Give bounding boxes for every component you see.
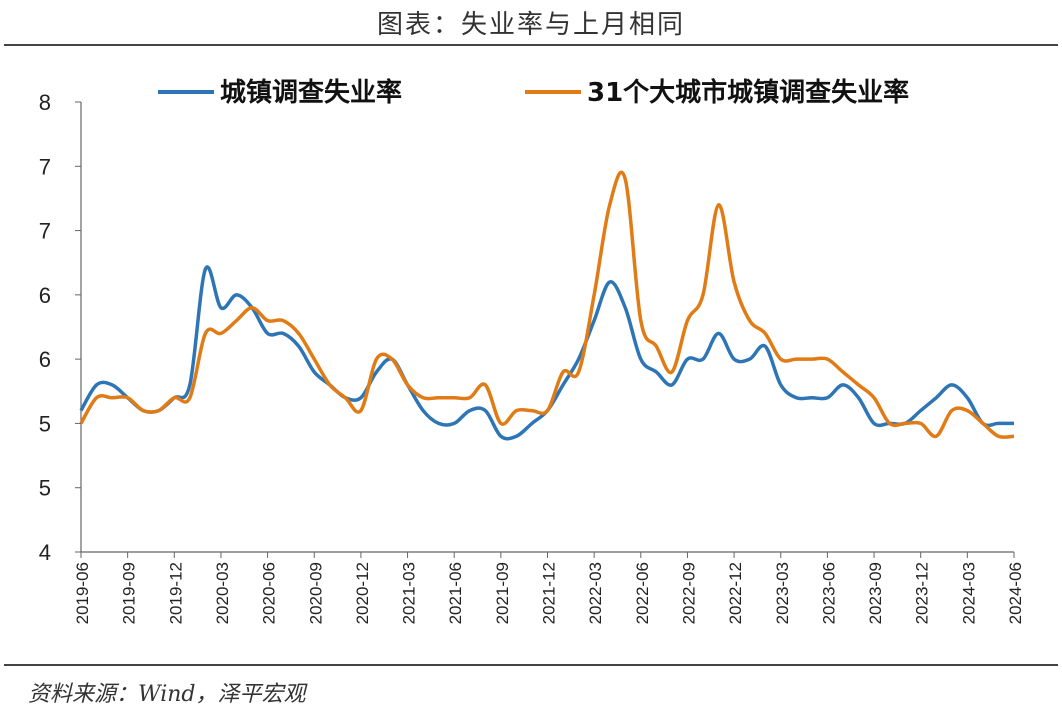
x-tick-label: 2020-09: [306, 562, 325, 624]
legend-label-1: 31个大城市城镇调查失业率: [587, 77, 909, 108]
y-tick-label: 4: [39, 540, 51, 565]
x-tick-label: 2019-06: [73, 562, 92, 624]
x-tick-label: 2021-06: [446, 562, 465, 624]
top-divider: [4, 44, 1058, 46]
series-line-1: [79, 170, 1015, 439]
legend-label-0: 城镇调查失业率: [220, 77, 402, 108]
x-tick-label: 2021-09: [493, 562, 512, 624]
bottom-divider: [4, 664, 1058, 666]
y-tick-label: 5: [39, 476, 51, 501]
y-tick-label: 7: [39, 219, 51, 244]
x-tick-label: 2020-12: [353, 562, 372, 624]
x-tick-label: 2024-03: [959, 562, 978, 624]
y-tick-label: 7: [39, 154, 51, 179]
x-tick-label: 2019-09: [120, 562, 139, 624]
y-tick-label: 6: [39, 283, 51, 308]
x-tick-label: 2021-12: [540, 562, 559, 624]
source-note: 资料来源：Wind，泽平宏观: [28, 682, 306, 707]
x-tick-label: 2023-06: [819, 562, 838, 624]
x-tick-label: 2023-12: [913, 562, 932, 624]
x-tick-label: 2020-06: [260, 562, 279, 624]
x-tick-label: 2022-12: [726, 562, 745, 624]
chart-title: 图表：失业率与上月相同: [376, 10, 685, 40]
x-tick-label: 2022-09: [679, 562, 698, 624]
x-tick-label: 2024-06: [1006, 562, 1025, 624]
x-tick-label: 2022-03: [586, 562, 605, 624]
x-tick-label: 2021-03: [400, 562, 419, 624]
x-tick-label: 2020-03: [213, 562, 232, 624]
y-tick-label: 8: [39, 90, 51, 115]
y-tick-label: 6: [39, 347, 51, 372]
x-tick-label: 2019-12: [166, 562, 185, 624]
y-tick-label: 5: [39, 411, 51, 436]
x-tick-label: 2022-06: [633, 562, 652, 624]
x-tick-label: 2023-09: [866, 562, 885, 624]
x-tick-label: 2023-03: [773, 562, 792, 624]
